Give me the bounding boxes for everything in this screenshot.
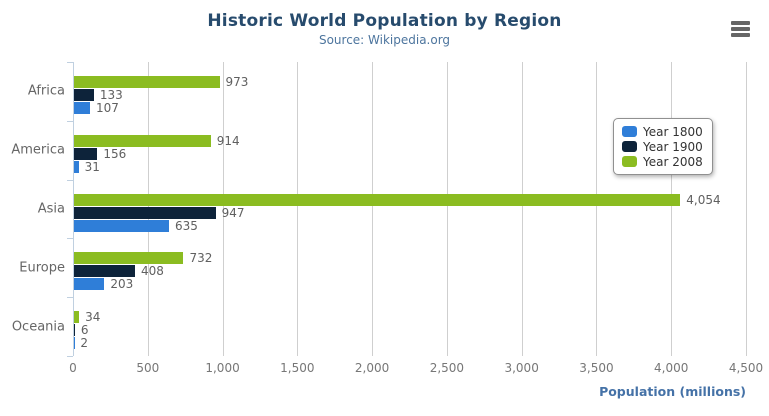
bar-year-1900-oceania[interactable] [74, 324, 75, 337]
x-tick-label: 3,500 [579, 361, 614, 375]
data-label: 34 [85, 310, 101, 325]
data-label: 973 [225, 75, 249, 89]
hamburger-icon [729, 21, 751, 37]
chart-title: Historic World Population by Region [207, 11, 562, 31]
category-label-asia: Asia [37, 201, 65, 217]
bar-year-1900-africa[interactable] [74, 89, 94, 101]
data-label: 2 [80, 336, 89, 351]
data-label: 947 [221, 205, 245, 220]
x-tick-label: 4,000 [654, 361, 689, 375]
x-tick-label: 2,000 [354, 361, 390, 375]
gridline [222, 62, 224, 356]
gridline [372, 62, 374, 356]
data-label: 107 [96, 101, 119, 115]
legend: Year 1800 Year 1900 Year 2008 [613, 118, 713, 175]
legend-item-year-1800[interactable]: Year 1800 [622, 124, 703, 139]
chart-subtitle: Source: Wikipedia.org [318, 33, 451, 47]
x-tick-label: 0 [69, 361, 77, 375]
bar-year-1800-europe[interactable] [74, 278, 105, 291]
bar-year-1800-africa[interactable] [74, 102, 90, 114]
category-axis-tick [67, 297, 73, 298]
bar-year-2008-europe[interactable] [74, 252, 184, 265]
category-axis-tick [67, 62, 73, 63]
data-label: 408 [141, 264, 164, 279]
gridline [671, 62, 673, 356]
data-label: 732 [189, 251, 213, 266]
x-tick-label: 1,000 [205, 361, 240, 375]
bar-year-2008-asia[interactable] [74, 193, 681, 206]
data-label: 914 [216, 133, 240, 148]
context-menu-button[interactable] [726, 16, 754, 42]
legend-label: Year 1900 [643, 139, 703, 154]
plot-area: 973 133 107 914 156 31 4,054 947 635 732 408 203 34 6… [67, 62, 747, 357]
x-tick-label: 4,500 [728, 361, 764, 375]
bar-year-1900-europe[interactable] [74, 265, 136, 278]
x-tick-label: 1,500 [280, 361, 315, 375]
bar-year-1800-america[interactable] [74, 160, 79, 173]
category-axis-tick [67, 121, 73, 122]
legend-symbol-icon [622, 126, 637, 137]
x-tick-label: 3,000 [504, 361, 539, 375]
gridline [446, 62, 448, 356]
legend-item-year-2008[interactable]: Year 2008 [622, 154, 703, 169]
category-label-europe: Europe [19, 260, 65, 276]
data-label: 156 [103, 146, 127, 161]
bar-year-1900-asia[interactable] [74, 206, 216, 219]
legend-item-year-1900[interactable]: Year 1900 [622, 139, 703, 154]
data-label: 635 [174, 218, 198, 233]
data-label: 203 [110, 277, 134, 292]
x-tick-label: 2,500 [429, 361, 465, 375]
gridline [521, 62, 523, 356]
category-axis-tick [67, 238, 73, 239]
category-label-oceania: Oceania [11, 319, 65, 335]
data-label: 4,054 [686, 192, 721, 207]
category-axis-tick [67, 180, 73, 181]
gridline [596, 62, 598, 356]
legend-label: Year 2008 [643, 154, 703, 169]
category-label-africa: Africa [27, 83, 65, 99]
data-label: 31 [84, 159, 100, 174]
bar-year-1800-asia[interactable] [74, 219, 169, 232]
data-label: 6 [80, 323, 89, 338]
data-label: 133 [99, 88, 123, 102]
legend-symbol-icon [622, 156, 637, 167]
gridline [297, 62, 299, 356]
bar-year-2008-africa[interactable] [74, 76, 220, 88]
legend-symbol-icon [622, 141, 637, 152]
gridline [746, 62, 747, 356]
category-axis-tick [67, 356, 73, 357]
category-label-america: America [11, 142, 65, 158]
x-axis-title: Population (millions) [599, 384, 746, 399]
legend-label: Year 1800 [643, 124, 703, 139]
bar-year-2008-america[interactable] [74, 134, 211, 147]
x-tick-label: 500 [136, 361, 160, 375]
bar-year-1900-america[interactable] [74, 147, 98, 160]
category-axis-line [73, 62, 74, 356]
bar-year-2008-oceania[interactable] [74, 311, 80, 324]
